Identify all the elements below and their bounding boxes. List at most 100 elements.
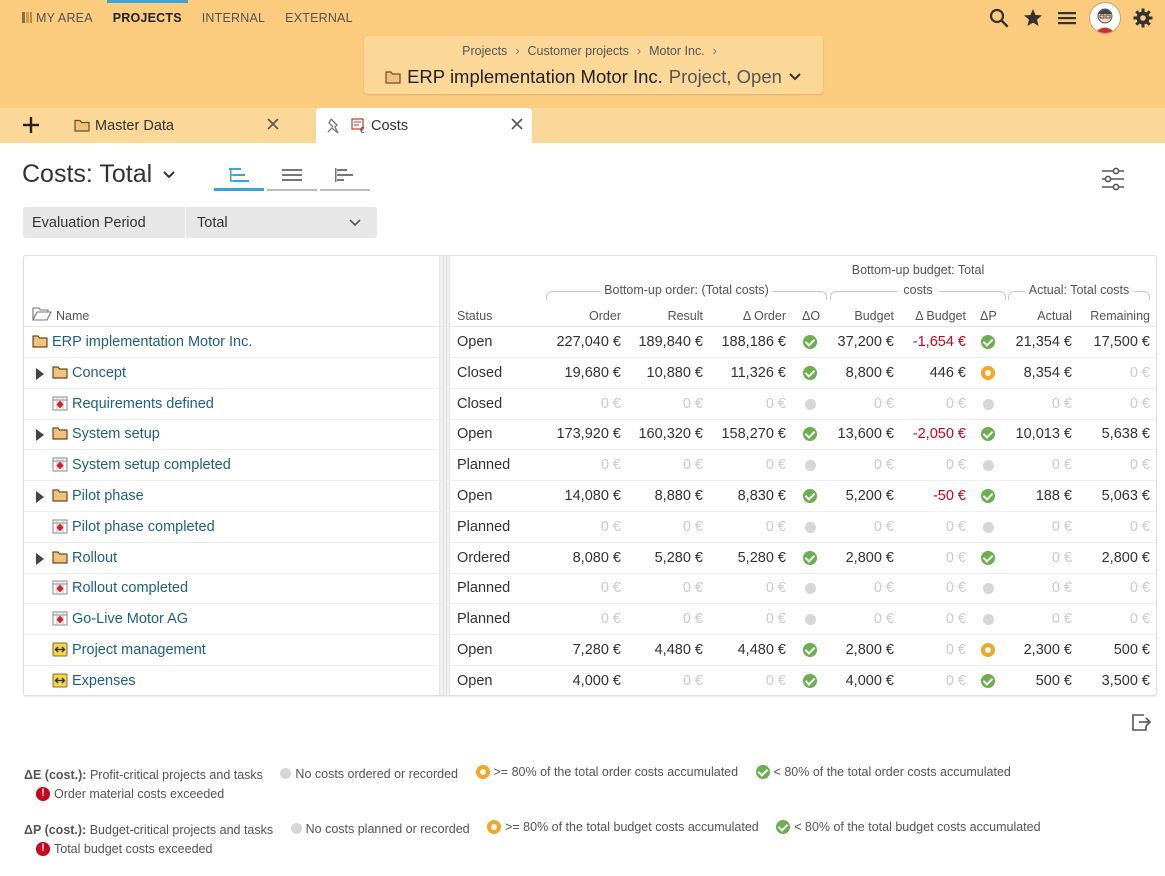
column-header-result[interactable]: Result xyxy=(667,309,703,323)
breadcrumb-panel: Projects › Customer projects › Motor Inc. › E… xyxy=(364,36,823,94)
tree-view-icon xyxy=(229,167,249,182)
view-title-label: Costs: Total xyxy=(22,160,153,188)
folder-icon xyxy=(52,426,68,441)
star-icon[interactable] xyxy=(1021,4,1045,32)
legend-item-label: Order material costs exceeded xyxy=(54,787,225,801)
table-row[interactable]: Pilot phase completed Planned 0 € 0 € 0 € 0 €… xyxy=(24,512,1156,543)
row-name-link[interactable]: Go-Live Motor AG xyxy=(72,611,189,628)
row-name-link[interactable]: ERP implementation Motor Inc. xyxy=(52,334,253,350)
table-row[interactable]: Expenses Open 4,000 € 0 € 0 € 4,000 € 0 € 500 €… xyxy=(24,666,1156,697)
gantt-view-button[interactable] xyxy=(320,161,370,191)
column-header-delta-order[interactable]: Δ Order xyxy=(742,309,786,323)
status-green-icon xyxy=(981,489,995,503)
cell-remaining: 5,063 € xyxy=(1101,488,1150,504)
export-button[interactable] xyxy=(1130,711,1152,733)
table-row[interactable]: Project management Open 7,280 € 4,480 € 4,48… xyxy=(24,635,1156,666)
row-name-link[interactable]: System setup xyxy=(72,426,160,443)
evaluation-period-value: Total xyxy=(197,214,228,231)
cell-budget: 0 € xyxy=(873,518,894,535)
row-name-link[interactable]: Project management xyxy=(72,642,206,658)
column-header-order[interactable]: Order xyxy=(589,309,621,323)
breadcrumb-item[interactable]: Motor Inc. xyxy=(649,44,705,58)
table-row[interactable]: System setup Open 173,920 € 160,320 € 158,27… xyxy=(24,419,1156,451)
pin-icon[interactable] xyxy=(325,117,343,135)
cell-dorder: 188,186 € xyxy=(721,334,786,350)
row-status: Planned xyxy=(457,457,511,474)
evaluation-period-select[interactable]: Evaluation Period Total xyxy=(23,207,377,238)
cell-dorder: 0 € xyxy=(765,457,786,474)
nav-tab-projects[interactable]: PROJECTS xyxy=(106,0,188,34)
nav-tab-my-area[interactable]: MY AREA xyxy=(22,0,93,34)
status-gray-icon xyxy=(983,398,994,410)
legend-item: Order material costs exceeded xyxy=(36,786,225,801)
menu-icon[interactable] xyxy=(1055,4,1079,32)
column-header-delta-budget[interactable]: Δ Budget xyxy=(915,309,966,323)
milestone-icon xyxy=(52,611,68,626)
cell-remaining: 0 € xyxy=(1129,364,1150,381)
row-name-link[interactable]: System setup completed xyxy=(72,457,231,474)
column-header-name[interactable]: Name xyxy=(56,309,90,323)
row-name-link[interactable]: Pilot phase completed xyxy=(72,518,215,535)
cell-dorder: 5,280 € xyxy=(737,549,786,566)
status-green-icon xyxy=(803,365,817,380)
breadcrumb-item[interactable]: Projects xyxy=(462,44,508,58)
settings-sliders-button[interactable] xyxy=(1100,166,1128,192)
cell-dorder: 0 € xyxy=(765,611,786,628)
cell-order: 227,040 € xyxy=(556,334,621,350)
column-header-delta-o[interactable]: ΔO xyxy=(802,309,821,323)
expand-arrow-icon[interactable] xyxy=(36,429,44,442)
close-icon[interactable] xyxy=(266,117,280,131)
folder-icon xyxy=(32,334,48,349)
list-view-button[interactable] xyxy=(267,161,317,191)
expand-arrow-icon[interactable] xyxy=(36,367,44,380)
cell-actual: 500 € xyxy=(1035,672,1072,689)
recurring-task-icon xyxy=(52,642,68,657)
column-header-status[interactable]: Status xyxy=(457,309,493,323)
table-row[interactable]: Requirements defined Closed 0 € 0 € 0 € 0 € 0 … xyxy=(24,389,1156,420)
table-row[interactable]: Concept Closed 19,680 € 10,880 € 11,326 € 8,8… xyxy=(24,358,1156,389)
row-status: Open xyxy=(457,334,493,350)
table-row[interactable]: System setup completed Planned 0 € 0 € 0 € 0 … xyxy=(24,450,1156,482)
page-title[interactable]: ERP implementation Motor Inc. Project, O… xyxy=(364,66,823,88)
row-name-link[interactable]: Pilot phase xyxy=(72,488,144,504)
column-header-actual[interactable]: Actual xyxy=(1037,309,1072,323)
cell-dorder: 0 € xyxy=(765,580,786,597)
view-title[interactable]: Costs: Total xyxy=(22,160,176,189)
status-gray-icon xyxy=(983,460,994,472)
cell-order: 14,080 € xyxy=(564,488,621,504)
tree-view-button[interactable] xyxy=(214,161,264,191)
row-name-link[interactable]: Rollout xyxy=(72,549,118,566)
table-row[interactable]: Pilot phase Open 14,080 € 8,880 € 8,830 € 5,2… xyxy=(24,481,1156,512)
cell-dorder: 0 € xyxy=(765,518,786,535)
legend-item-label: Total budget costs exceeded xyxy=(54,842,213,856)
tab-master-data[interactable]: Master Data xyxy=(56,108,288,143)
folder-open-icon xyxy=(32,307,52,321)
table-row[interactable]: Rollout Ordered 8,080 € 5,280 € 5,280 € 2,800… xyxy=(24,543,1156,574)
nav-tab-external[interactable]: EXTERNAL xyxy=(285,0,353,34)
row-name-link[interactable]: Expenses xyxy=(72,672,136,689)
row-name-link[interactable]: Rollout completed xyxy=(72,580,189,597)
row-name-link[interactable]: Requirements defined xyxy=(72,395,214,412)
expand-arrow-icon[interactable] xyxy=(36,552,44,565)
table-row[interactable]: Go-Live Motor AG Planned 0 € 0 € 0 € 0 € 0 € 0 … xyxy=(24,604,1156,636)
group-header-label: Bottom-up budget: Total xyxy=(851,263,985,277)
gear-icon[interactable] xyxy=(1131,4,1155,32)
avatar[interactable] xyxy=(1089,2,1121,34)
add-tab-button[interactable] xyxy=(20,114,42,136)
cell-result: 0 € xyxy=(682,580,703,597)
row-name-link[interactable]: Concept xyxy=(72,364,127,381)
close-icon[interactable] xyxy=(510,117,524,131)
table-row[interactable]: ERP implementation Motor Inc. Open 227,040… xyxy=(24,327,1156,358)
column-header-budget[interactable]: Budget xyxy=(854,309,894,323)
column-header-delta-p[interactable]: ΔP xyxy=(980,309,997,323)
column-splitter[interactable] xyxy=(439,256,450,695)
column-header-remaining[interactable]: Remaining xyxy=(1090,309,1150,323)
status-green-icon xyxy=(981,335,995,349)
table-row[interactable]: Rollout completed Planned 0 € 0 € 0 € 0 € 0 € 0… xyxy=(24,573,1156,605)
breadcrumb-item[interactable]: Customer projects xyxy=(527,44,629,58)
search-icon[interactable] xyxy=(987,4,1011,32)
expand-arrow-icon[interactable] xyxy=(36,491,44,503)
legend-item: Total budget costs exceeded xyxy=(36,841,213,856)
tab-costs[interactable]: € Costs xyxy=(316,108,532,143)
nav-tab-internal[interactable]: INTERNAL xyxy=(202,0,265,34)
